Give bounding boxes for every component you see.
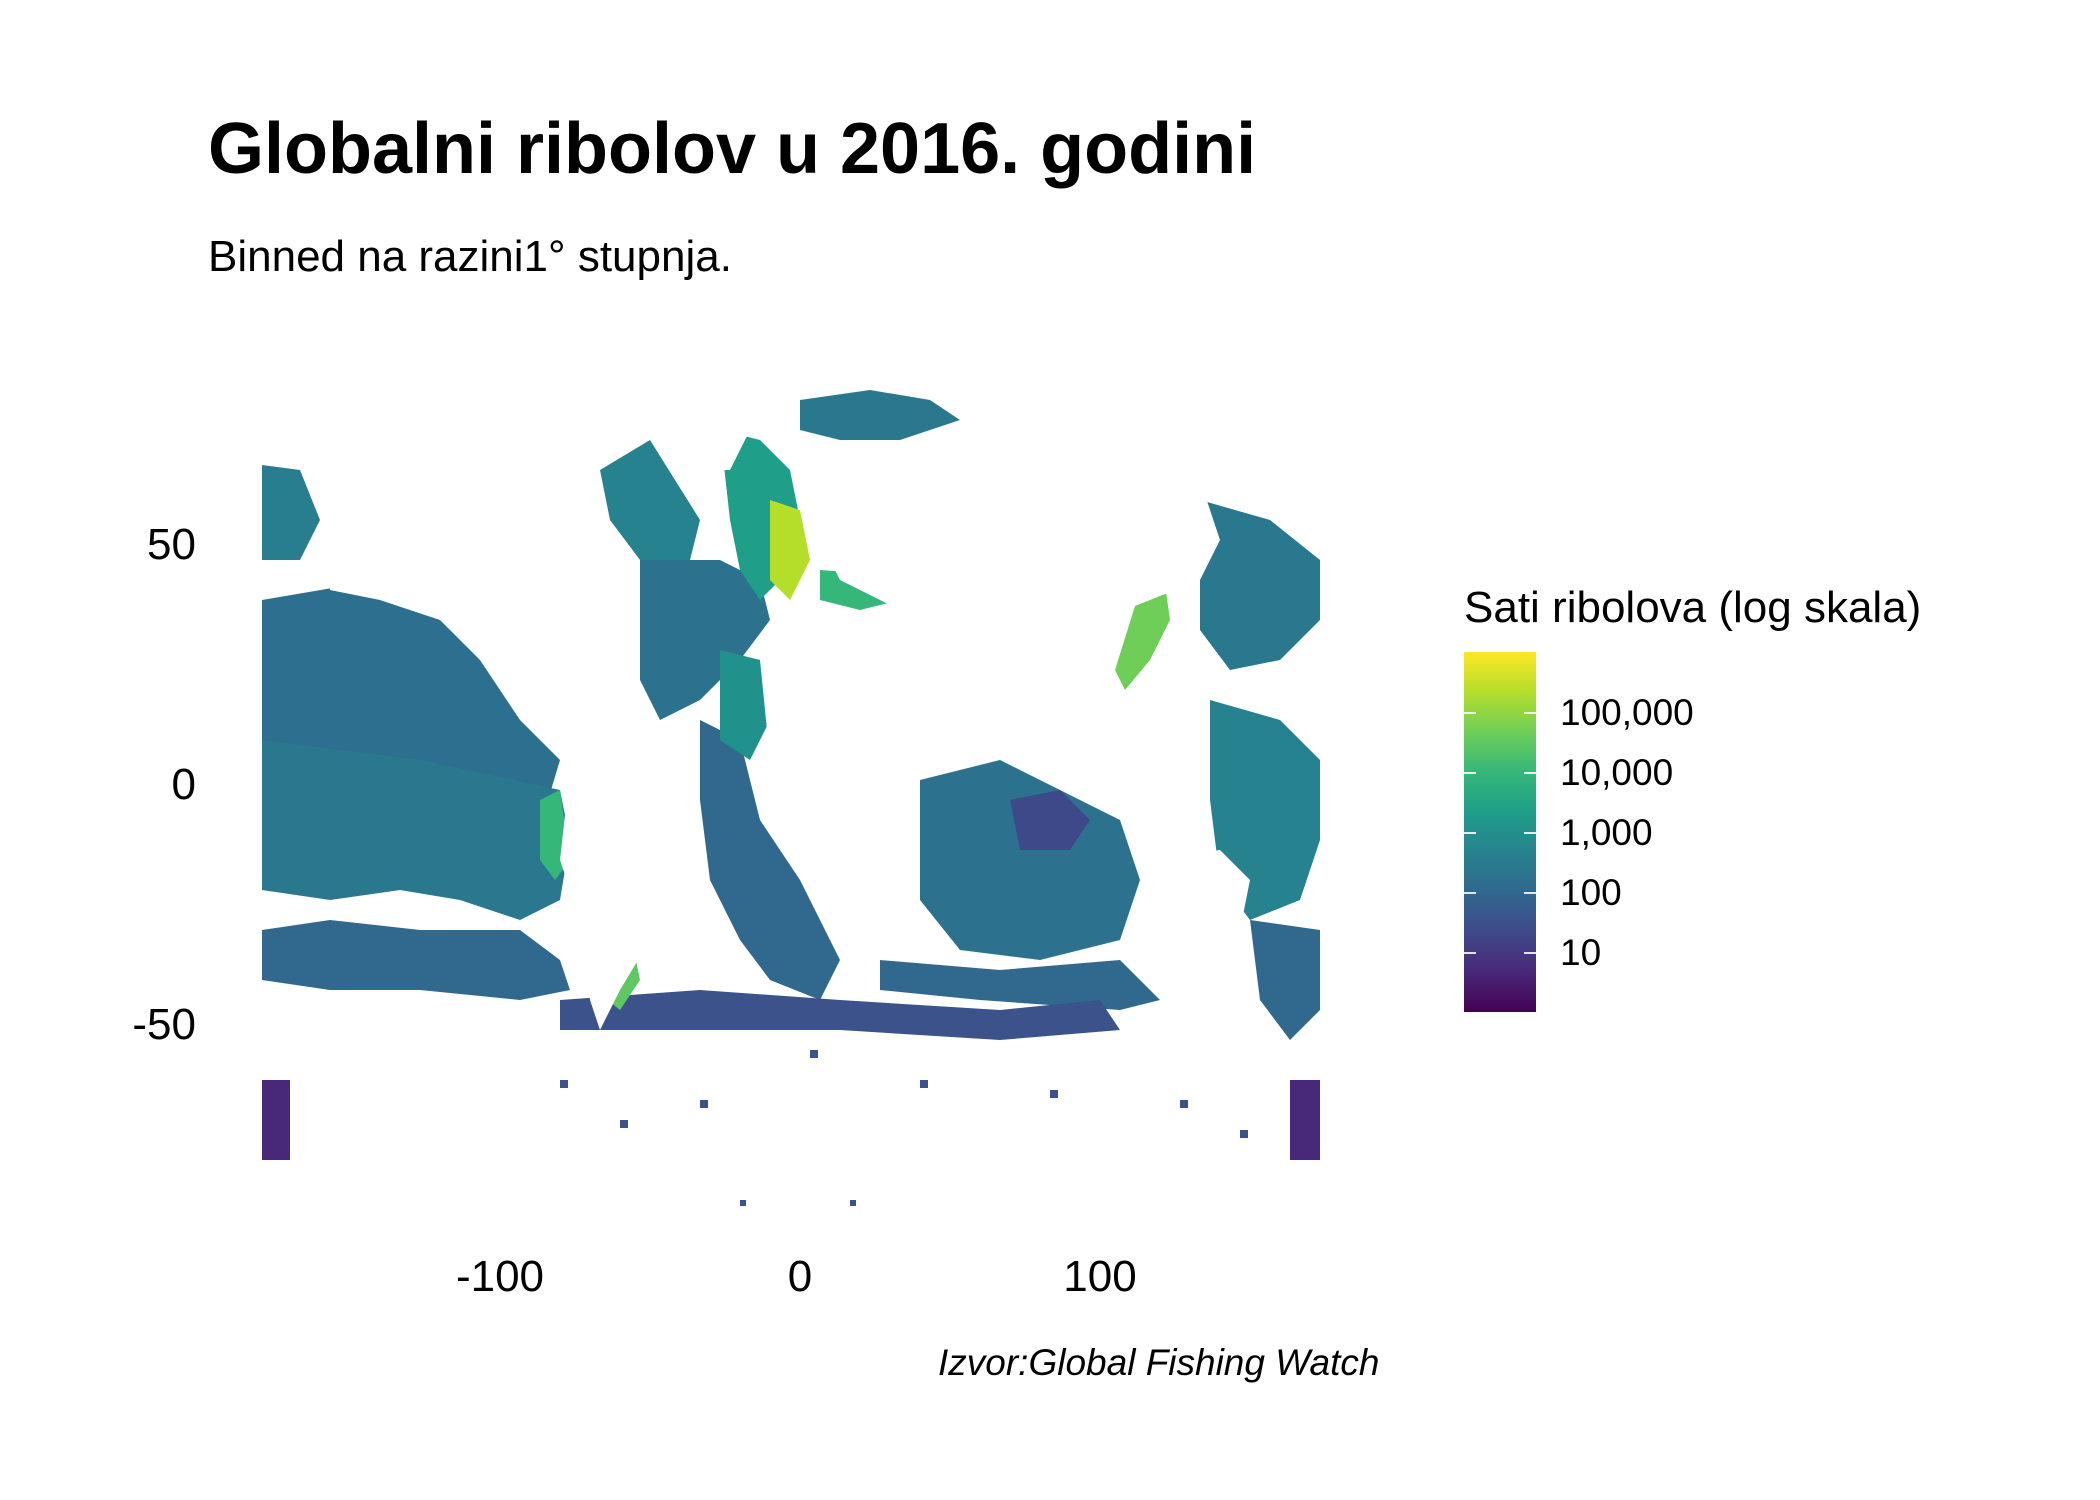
land-antarctica (290, 1060, 1290, 1160)
source-caption: Izvor:Global Fishing Watch (938, 1342, 1380, 1383)
y-tick-label: 0 (171, 760, 196, 809)
x-tick-label: 0 (787, 1252, 813, 1301)
land-australia (1150, 850, 1250, 950)
region-tropical-pacific (262, 740, 570, 920)
chart-subtitle: Binned na razini1° stupnja. (208, 232, 732, 281)
x-tick-label: -100 (455, 1252, 545, 1301)
sparse-cells (560, 1050, 1248, 1206)
region-southern-ocean (560, 990, 1120, 1040)
speck (1050, 1090, 1058, 1098)
speck (560, 1080, 568, 1088)
legend-label: 1,000 (1560, 812, 1653, 853)
region-north-atlantic (640, 560, 770, 720)
y-tick-label: 50 (147, 520, 196, 569)
y-tick-label: -50 (132, 1000, 196, 1049)
hotspot-north-sea (770, 500, 810, 600)
legend-label: 100 (1560, 872, 1622, 913)
region-south-indian (880, 960, 1160, 1010)
land-masses (290, 400, 1290, 1160)
land-south-america (560, 760, 690, 1030)
region-barents (800, 390, 960, 440)
region-indian-ocean (920, 760, 1140, 960)
land-africa (760, 640, 930, 930)
region-south-pacific (262, 920, 570, 1000)
land-north-america (320, 500, 640, 760)
land-india (990, 680, 1040, 760)
speck (740, 1200, 746, 1206)
region-sw-pacific (1250, 920, 1320, 1040)
legend-label: 10,000 (1560, 752, 1674, 793)
x-tick-label: 100 (1063, 1252, 1137, 1301)
legend-label: 10 (1560, 932, 1602, 973)
speck (850, 1200, 856, 1206)
legend-label: 100,000 (1560, 692, 1694, 733)
land-greenland (660, 400, 750, 470)
region-west-africa (720, 650, 770, 760)
speck (620, 1120, 628, 1128)
speck (700, 1100, 708, 1108)
speck (1240, 1130, 1248, 1138)
speck (1180, 1100, 1188, 1108)
effort-regions (262, 390, 1320, 1160)
hotspot-east-china-sea (1115, 585, 1170, 690)
region-south-atlantic (700, 720, 840, 1000)
land-eurasia (820, 440, 1220, 680)
region-west-edge (262, 465, 320, 560)
chart-title: Globalni ribolov u 2016. godini (208, 109, 1257, 189)
region-australia (1010, 790, 1090, 850)
region-nw-pacific (1200, 500, 1320, 670)
region-nw-atlantic (600, 440, 700, 560)
speck (810, 1050, 818, 1058)
region-west-pacific (1210, 700, 1320, 920)
legend-title: Sati ribolova (log skala) (1464, 583, 1922, 632)
speck (920, 1080, 928, 1088)
